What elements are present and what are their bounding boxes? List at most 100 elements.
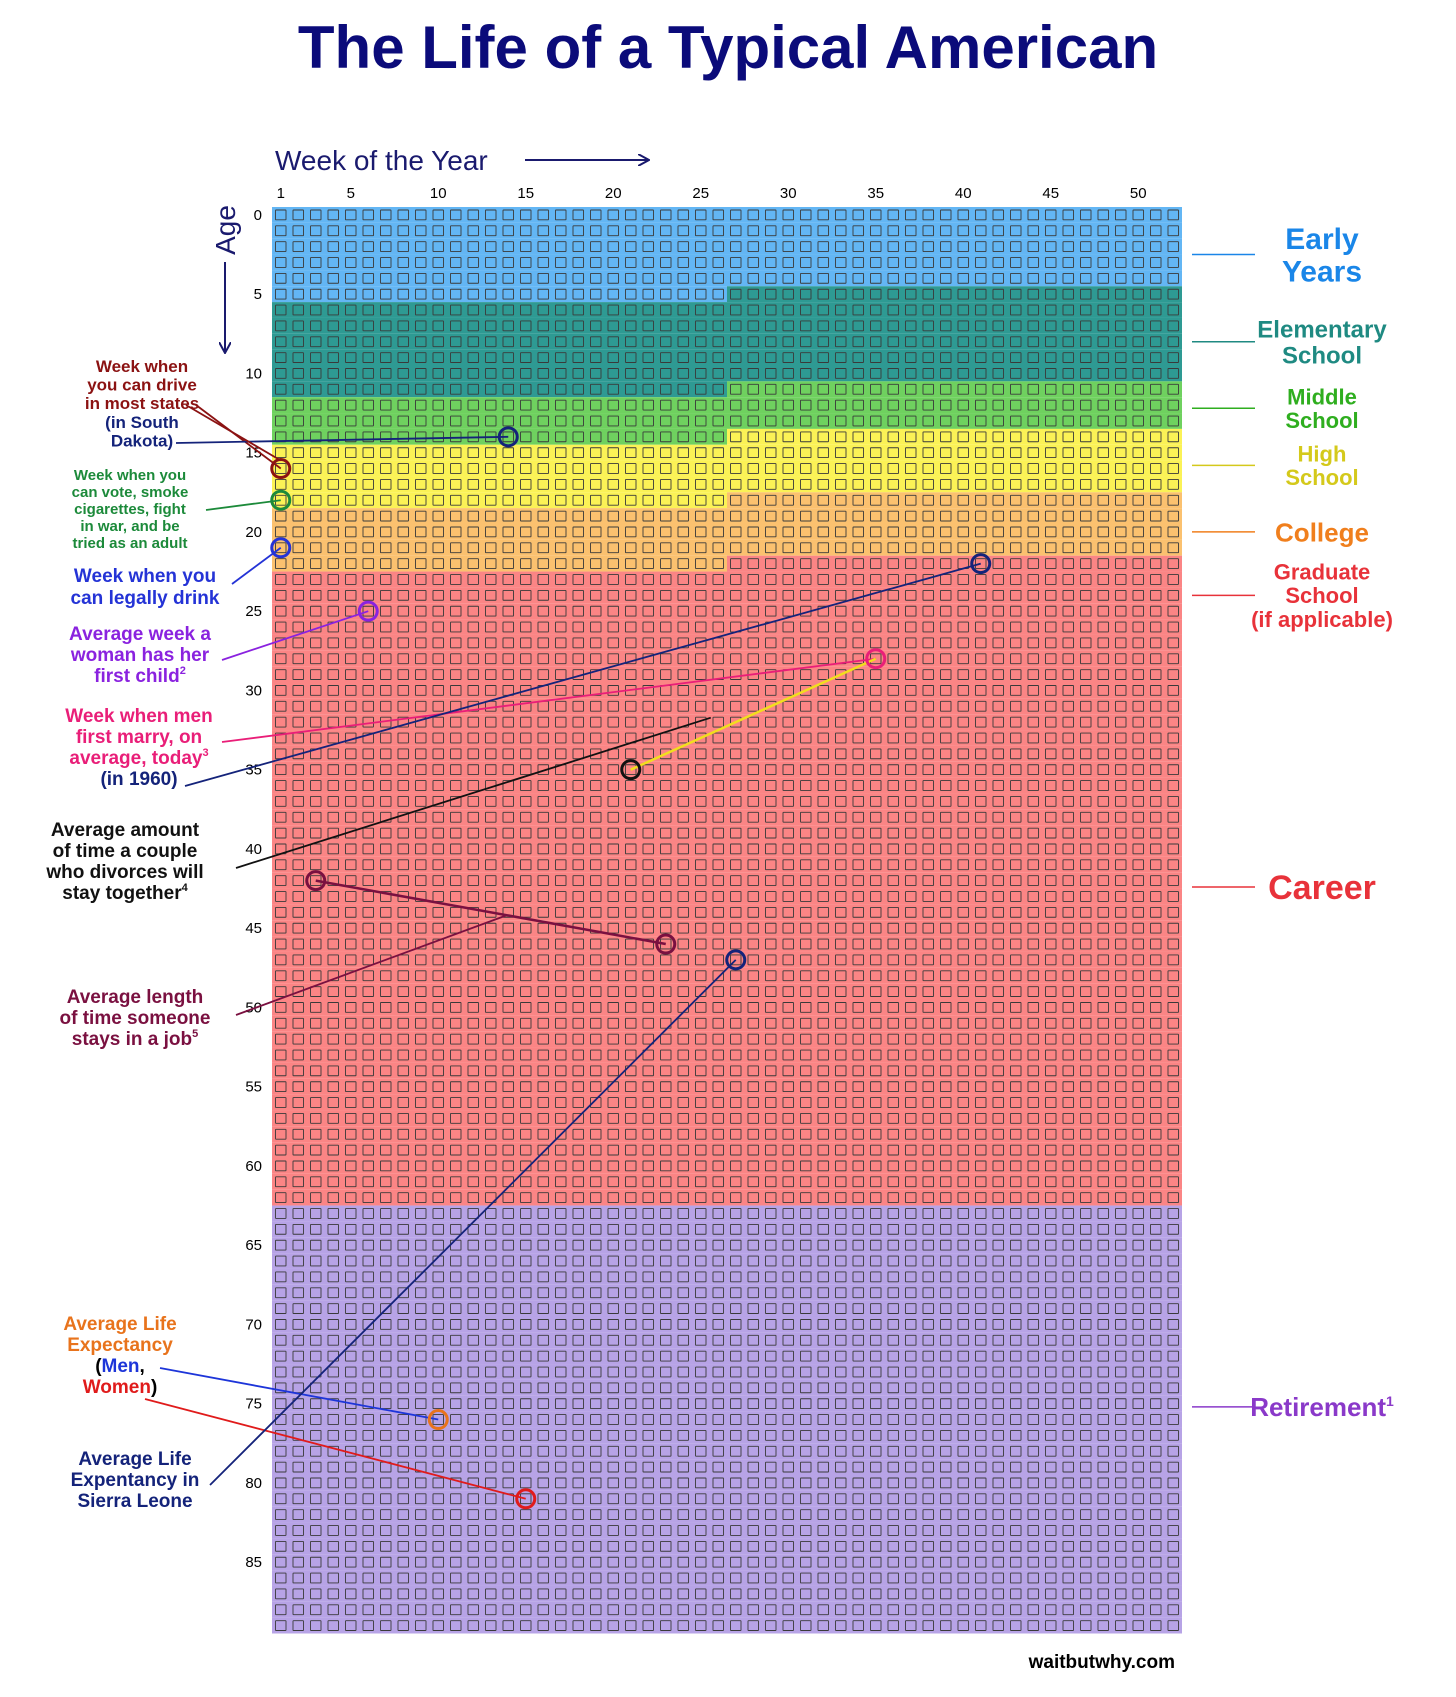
week-cell — [380, 558, 392, 570]
week-cell — [1080, 542, 1092, 554]
week-cell — [502, 669, 514, 680]
week-cell — [747, 209, 759, 221]
week-cell — [1150, 447, 1162, 459]
week-cell — [1027, 494, 1039, 506]
week-cell — [590, 415, 602, 427]
week-cell — [782, 431, 794, 443]
week-cell — [677, 225, 689, 237]
week-cell — [1080, 796, 1092, 807]
marker-label: Sierra Leone — [77, 1491, 192, 1512]
week-cell — [1010, 906, 1022, 918]
week-cell — [1115, 1002, 1127, 1013]
week-cell — [345, 764, 357, 776]
week-cell — [765, 352, 777, 363]
week-cell — [537, 383, 549, 395]
week-cell — [1045, 1017, 1057, 1029]
week-cell — [1167, 700, 1179, 712]
week-cell — [1080, 669, 1092, 680]
week-cell — [1167, 922, 1179, 934]
week-cell — [905, 225, 917, 237]
week-cell — [572, 542, 584, 554]
week-cell — [747, 685, 759, 696]
week-cell — [1027, 716, 1039, 728]
week-cell — [432, 383, 444, 395]
week-cell — [415, 383, 427, 395]
week-cell — [397, 463, 409, 474]
week-cell — [572, 685, 584, 696]
week-cell — [450, 288, 462, 300]
week-cell — [940, 304, 952, 316]
week-cell — [520, 938, 532, 950]
week-cell — [537, 938, 549, 950]
week-cell — [1062, 780, 1074, 791]
week-cell — [572, 383, 584, 395]
week-cell — [835, 796, 847, 807]
week-cell — [695, 954, 707, 966]
week-cell — [1132, 526, 1144, 538]
week-cell — [555, 843, 567, 855]
week-cell — [467, 510, 479, 522]
week-cell — [1167, 780, 1179, 791]
week-cell — [975, 922, 987, 934]
week-cell — [590, 906, 602, 918]
week-cell — [502, 796, 514, 807]
week-cell — [555, 241, 567, 252]
week-cell — [625, 922, 637, 934]
week-cell — [1062, 383, 1074, 395]
week-cell — [782, 621, 794, 633]
week-cell — [450, 415, 462, 427]
week-cell — [922, 241, 934, 252]
week-cell — [922, 368, 934, 379]
phase-band-segment — [272, 1348, 1182, 1365]
week-cell — [380, 637, 392, 649]
week-cell — [957, 304, 969, 316]
week-cell — [362, 669, 374, 680]
week-cell — [782, 383, 794, 395]
phase-band-segment — [272, 302, 1182, 318]
week-cell — [642, 859, 654, 871]
week-cell — [642, 827, 654, 839]
week-cell — [275, 716, 287, 728]
week-cell — [887, 399, 899, 411]
week-cell — [362, 621, 374, 633]
week-cell — [817, 811, 829, 823]
week-cell — [730, 891, 742, 902]
week-cell — [817, 748, 829, 760]
week-cell — [747, 463, 759, 474]
week-cell — [1010, 605, 1022, 617]
week-cell — [1080, 1002, 1092, 1013]
week-cell — [975, 447, 987, 459]
phase-band-segment — [272, 413, 1182, 429]
week-cell — [555, 716, 567, 728]
week-cell — [712, 558, 724, 570]
week-cell — [992, 209, 1004, 221]
week-cell — [380, 796, 392, 807]
week-cell — [922, 494, 934, 506]
week-cell — [537, 875, 549, 887]
week-cell — [992, 637, 1004, 649]
week-cell — [870, 875, 882, 887]
week-cell — [432, 510, 444, 522]
week-cell — [415, 986, 427, 997]
phase-band-segment — [272, 1031, 1182, 1048]
week-cell — [275, 906, 287, 918]
week-cell — [905, 970, 917, 982]
week-cell — [940, 352, 952, 363]
week-cell — [765, 510, 777, 522]
week-cell — [1010, 637, 1022, 649]
week-cell — [765, 700, 777, 712]
week-cell — [432, 558, 444, 570]
week-cell — [1062, 954, 1074, 966]
week-cell — [782, 399, 794, 411]
week-cell — [537, 272, 549, 284]
week-cell — [870, 827, 882, 839]
week-cell — [782, 685, 794, 696]
week-cell — [555, 510, 567, 522]
week-cell — [467, 748, 479, 760]
week-cell — [327, 605, 339, 617]
week-cell — [940, 257, 952, 268]
week-cell — [292, 1017, 304, 1029]
week-cell — [590, 368, 602, 379]
week-cell — [1115, 700, 1127, 712]
week-cell — [275, 1049, 287, 1061]
